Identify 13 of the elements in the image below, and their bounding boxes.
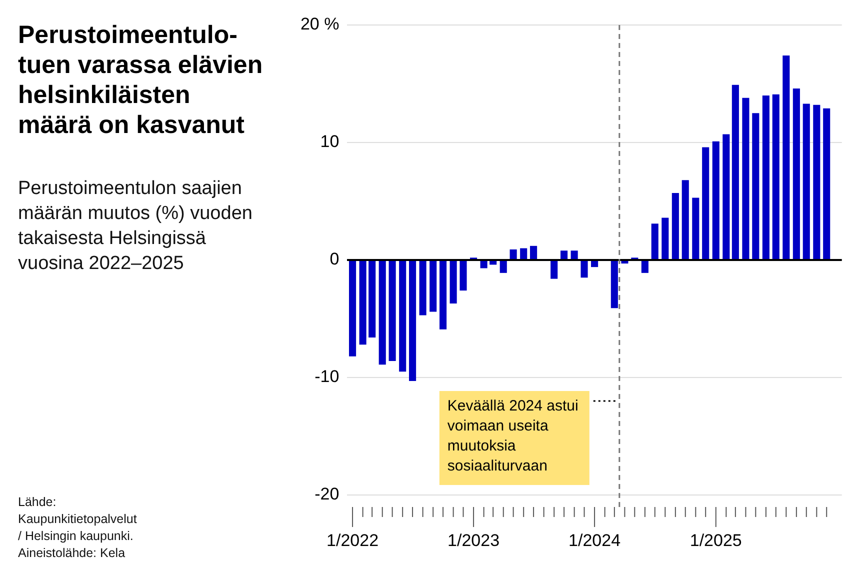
annotation: Keväällä 2024 astui voimaan useita muutoksia sosiaaliturvaan: [447, 398, 578, 475]
text: Lähde: Kaupunkitietopalvelut / Helsingin kaupunki. Aineistolähde: Kela: [18, 494, 138, 562]
y-tick-label: -20: [314, 484, 340, 504]
y-tick-label: 20 %: [300, 14, 340, 34]
text: Perustoimeentulon saajien määrän muutos (%) vuoden takaisesta Helsingissä vuosina 2022–2025: [18, 177, 254, 276]
y-tick-label: -10: [314, 367, 340, 386]
text: Perustoimeentulo- tuen varassa elävien helsinkiläisten määrä on kasvanut: [18, 20, 264, 140]
x-tick-label: 1/2025: [690, 530, 742, 550]
x-tick-label: 1/2023: [448, 530, 500, 550]
x-tick-label: 1/2024: [568, 530, 621, 550]
y-tick-label: 0: [330, 250, 340, 269]
x-tick-label: 1/2022: [326, 530, 379, 550]
y-tick-label: 10: [320, 132, 340, 152]
